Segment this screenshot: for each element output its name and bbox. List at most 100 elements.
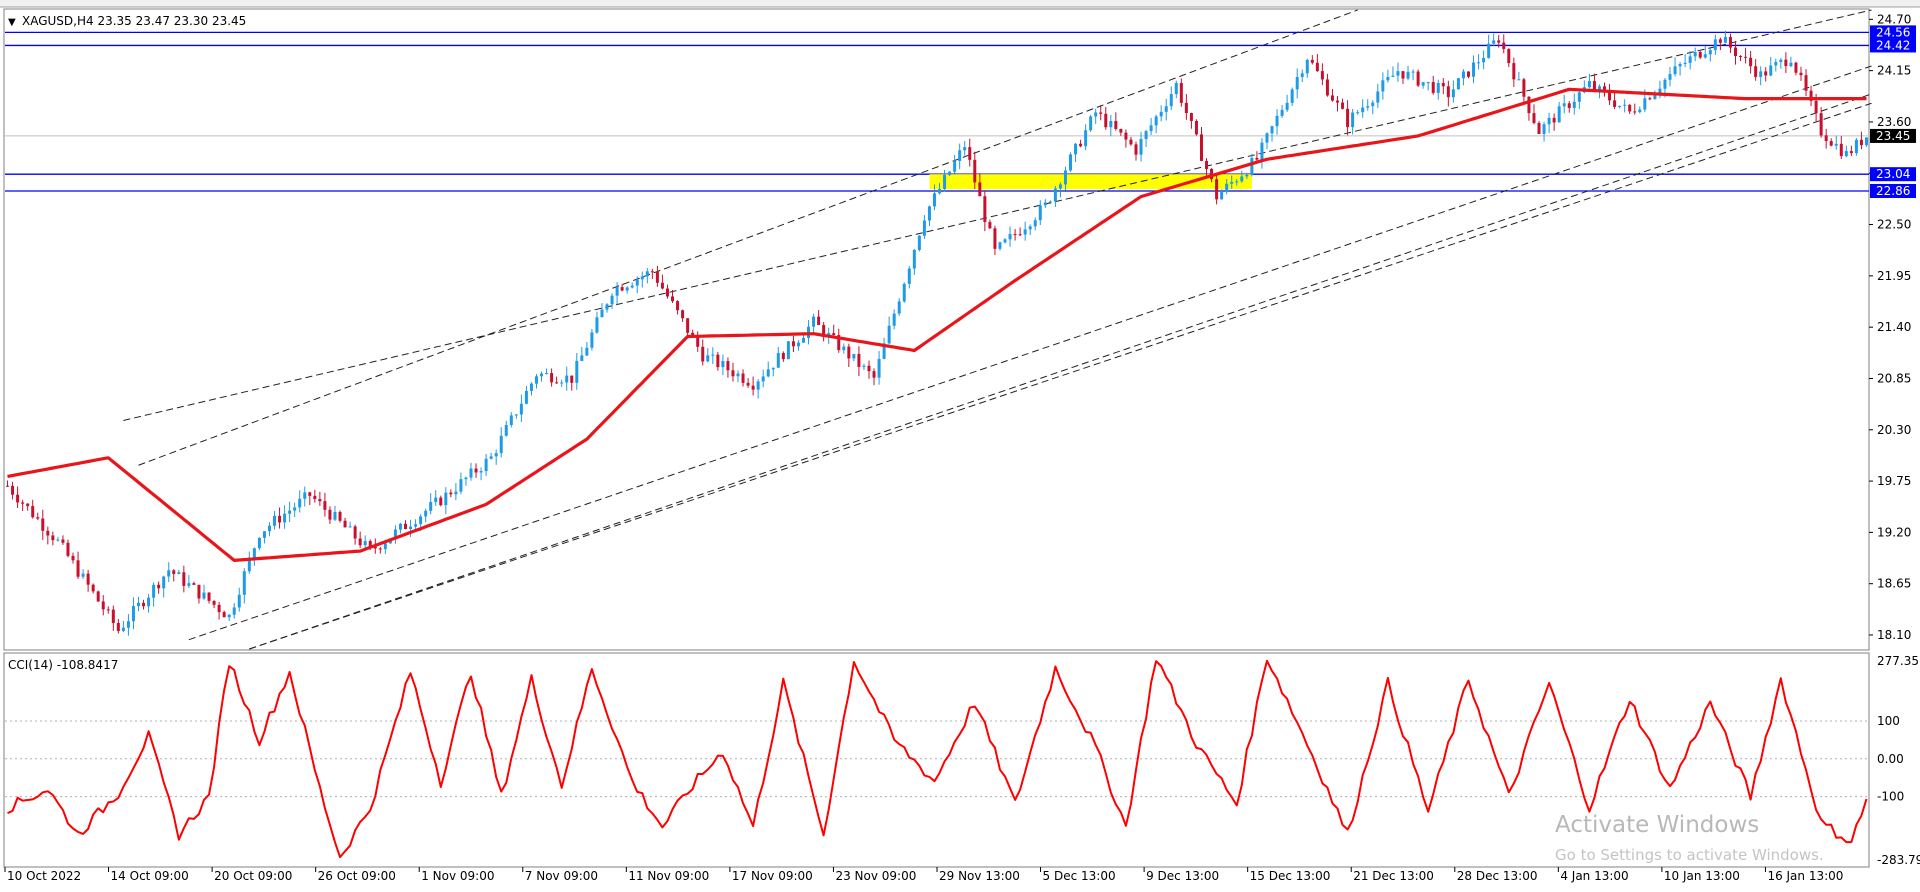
candle-body [1809,90,1813,101]
candle-body [278,515,282,523]
candle-body [630,285,634,288]
current-price-text: 23.45 [1876,129,1910,143]
channel-lines [123,9,1872,650]
time-axis: 10 Oct 2022 14 Oct 09:00 20 Oct 09:00 26 Oc… [4,867,1843,883]
candle-body [711,354,715,356]
candle-body [1033,220,1037,227]
candle-body [489,456,493,459]
candle-body [1643,98,1647,110]
candle-body [1456,78,1460,90]
candle-body [988,222,992,229]
cci-tick-label: -100 [1877,790,1904,804]
candle-body [1124,132,1128,140]
candle-body [11,485,15,495]
candle-body [746,382,750,386]
candle-body [1628,104,1632,112]
candle-body [1466,71,1470,77]
candle-body [565,375,569,383]
candle-body [1804,75,1808,91]
candle-body [701,346,705,362]
candle-body [1386,76,1390,81]
candle-body [1779,59,1783,63]
candle-body [1336,100,1340,103]
candle-body [1320,71,1324,80]
candle-body [1346,108,1350,128]
ma-line [7,87,1867,562]
candle-body [847,346,851,359]
candle-body [1587,81,1591,88]
candle-body [585,347,589,356]
candle-body [1577,92,1581,102]
candle-body [973,159,977,183]
candle-body [338,511,342,521]
candle-body [1749,57,1753,67]
candle-body [404,523,408,530]
candle-body [51,535,55,541]
candle-body [665,288,669,297]
candle-body [1597,86,1601,90]
price-tick-label: 20.30 [1877,423,1911,437]
time-tick-label: 4 Jan 13:00 [1560,869,1628,883]
candle-body [1189,113,1193,121]
candle-body [252,548,256,558]
candle-body [514,414,518,416]
candle-body [1542,124,1546,134]
candle-body [519,403,523,415]
candle-body [1169,94,1173,107]
candle-body [424,510,428,517]
candle-body [1733,47,1737,57]
price-tick-label: 18.65 [1877,577,1911,591]
candle-body [479,471,483,473]
main-pane[interactable] [3,8,1870,651]
candle-body [217,604,221,613]
candle-body [1043,202,1047,206]
candle-body [751,385,755,390]
candle-body [892,313,896,326]
candle-body [540,373,544,377]
price-tick-label: 20.85 [1877,371,1911,385]
candle-body [686,318,690,333]
candle-body [1482,57,1486,63]
candle-body [318,499,322,502]
candle-body [1174,83,1178,95]
candle-body [247,557,251,572]
candle-body [691,332,695,336]
candle-body [1028,226,1032,230]
cci-line [7,659,1868,859]
watermark-line2: Go to Settings to activate Windows. [1555,846,1824,864]
candle-body [1154,116,1158,126]
candle-body [902,283,906,302]
candle-body [1114,120,1118,129]
candle-body [1220,192,1224,200]
candle-body [1315,62,1319,72]
candle-body [293,507,297,511]
chart-title-arrow[interactable]: ▼ [8,17,16,28]
candle-body [1527,96,1531,114]
candle-body [393,529,397,539]
candle-body [1194,120,1198,135]
candle-body [1366,106,1370,108]
candle-body [1688,56,1692,63]
candle-body [791,341,795,347]
candle-body [1678,64,1682,67]
candle-body [1698,52,1702,58]
candle-body [1477,62,1481,64]
candle-body [16,494,20,503]
candle-body [867,365,871,372]
cci-tick-label: 100 [1877,714,1900,728]
candle-body [1633,111,1637,113]
candle-body [464,477,468,480]
candle-body [1436,83,1440,93]
top-strip [0,0,1920,7]
candle-body [1441,83,1445,87]
candle-body [6,485,10,487]
candle-body [1859,139,1863,146]
candle-body [1507,49,1511,64]
candle-body [1144,131,1148,140]
candle-body [1089,116,1093,131]
candle-body [116,623,120,631]
candle-body [172,570,176,574]
candle-body [943,174,947,189]
candle-body [1003,239,1007,243]
